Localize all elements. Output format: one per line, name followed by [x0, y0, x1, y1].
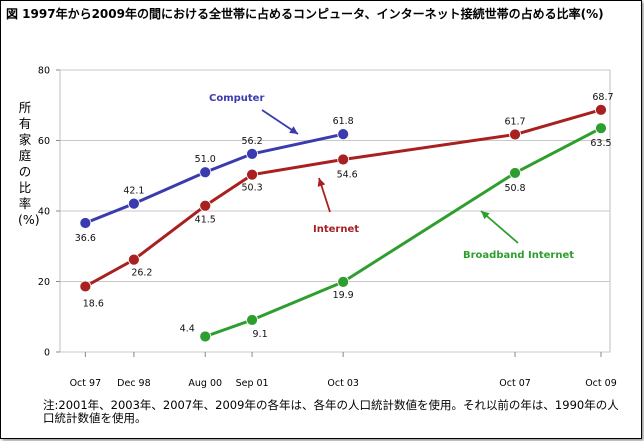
y-tick-label: 80	[38, 66, 50, 77]
x-tick-label: Oct 07	[499, 378, 531, 389]
data-point	[199, 166, 212, 179]
y-tick-label: 60	[38, 136, 50, 147]
y-tick-label: 0	[44, 348, 50, 359]
data-label: 50.8	[504, 183, 525, 194]
data-point	[79, 280, 92, 293]
data-point	[337, 128, 350, 141]
series-name-label: Computer	[209, 93, 264, 104]
data-label: 42.1	[123, 186, 144, 197]
x-tick-label: Oct 09	[585, 378, 617, 389]
data-label: 68.7	[592, 92, 613, 103]
x-tick-label: Aug 00	[188, 378, 222, 389]
data-point	[509, 128, 521, 141]
annotation-arrow-head	[289, 126, 298, 134]
data-label: 61.8	[333, 116, 354, 127]
data-label: 41.5	[195, 215, 216, 226]
data-point	[595, 122, 607, 135]
data-point	[128, 253, 140, 266]
data-point	[595, 103, 607, 116]
data-label: 26.2	[131, 268, 152, 279]
data-point	[337, 153, 350, 166]
data-label: 19.9	[333, 290, 354, 301]
series-name-label: Internet	[313, 224, 359, 235]
data-point	[199, 199, 212, 212]
data-point	[246, 314, 258, 326]
data-label: 50.3	[241, 183, 262, 194]
data-point	[199, 330, 212, 343]
data-label: 54.6	[337, 170, 358, 181]
annotation-arrow-line	[480, 210, 519, 244]
x-tick-label: Oct 03	[327, 378, 359, 389]
series-line	[84, 132, 344, 225]
series-line	[204, 126, 602, 338]
annotation-arrow-head	[481, 211, 490, 220]
data-point	[337, 275, 350, 288]
y-tick-label: 20	[38, 277, 50, 288]
data-label: 36.6	[75, 233, 96, 244]
series-broadband-internet: 4.4 9.1 19.9 50.8 63.5	[180, 122, 612, 343]
data-label: 56.2	[241, 136, 262, 147]
data-point	[246, 147, 258, 160]
annotation-arrow-head	[317, 178, 326, 187]
data-point	[128, 197, 140, 210]
footnote: 注:2001年、2003年、2007年、2009年の各年は、各年の人口統計数値を…	[43, 398, 619, 425]
chart-title: 図 1997年から2009年の間における全世帯に占めるコンピュータ、インターネッ…	[6, 7, 604, 21]
series-computer: 36.6 42.1 51.0 56.2 61.8	[75, 116, 354, 244]
data-label: 18.6	[83, 298, 104, 309]
y-tick-label: 40	[38, 207, 50, 218]
data-label: 4.4	[180, 323, 195, 334]
x-tick-label: Oct 97	[70, 378, 102, 389]
series-internet: 18.6 26.2 41.5 50.3 54.6 61.7 68.7	[79, 92, 614, 309]
data-point	[246, 168, 258, 181]
data-label: 63.5	[590, 138, 611, 149]
data-label: 9.1	[253, 329, 268, 340]
data-point	[79, 217, 92, 229]
data-point	[509, 167, 521, 179]
data-label: 51.0	[195, 154, 216, 165]
y-axis-title: 所有家庭の比率(%)	[18, 100, 40, 227]
series-name-label: Broadband Internet	[463, 250, 574, 261]
x-tick-label: Sep 01	[236, 378, 269, 389]
data-label: 61.7	[504, 117, 525, 128]
x-tick-label: Dec 98	[117, 378, 151, 389]
